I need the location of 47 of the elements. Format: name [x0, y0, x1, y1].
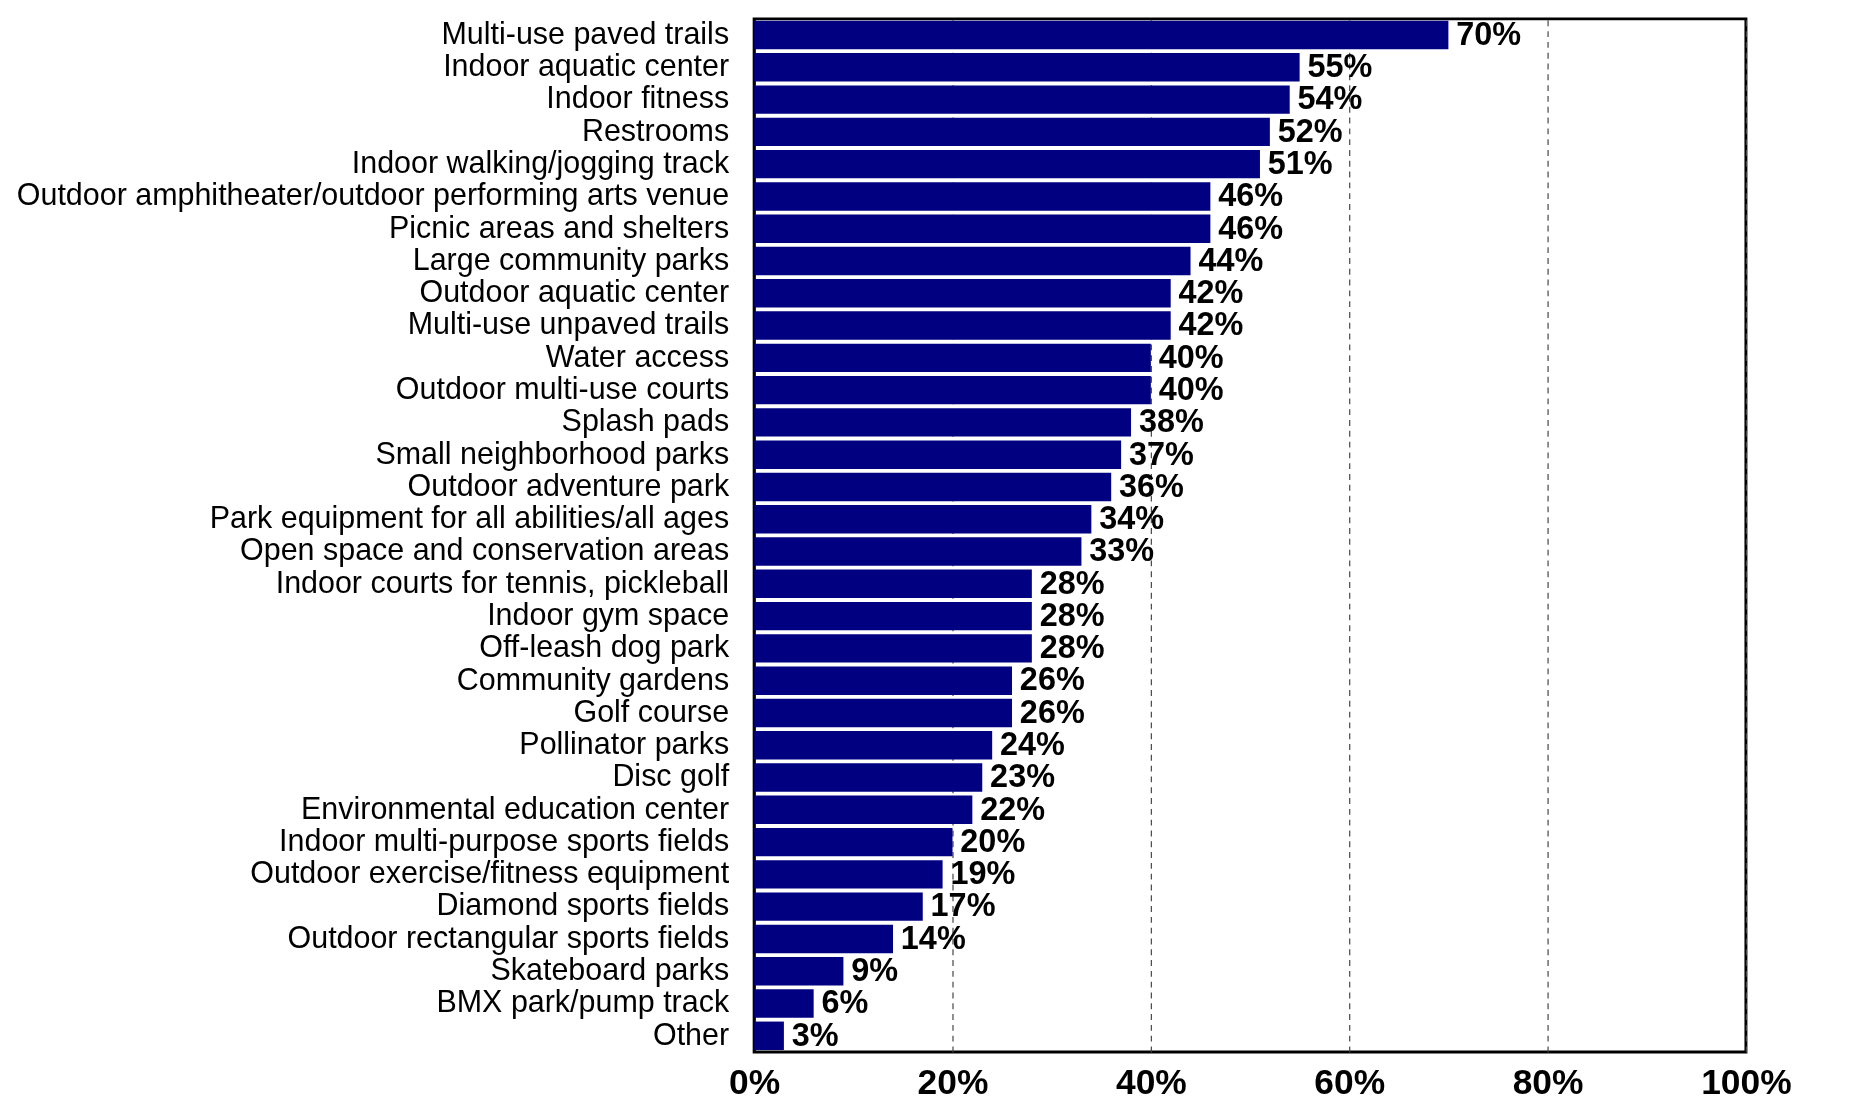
bar	[754, 1021, 784, 1050]
x-tick-label: 80%	[1512, 1061, 1584, 1101]
bar	[754, 924, 893, 954]
bar	[754, 375, 1151, 405]
y-tick-label: Pollinator parks	[519, 726, 730, 762]
bar	[754, 957, 844, 986]
bar	[754, 408, 1132, 437]
bar	[754, 440, 1122, 469]
bar	[754, 20, 1449, 50]
bar	[754, 634, 1032, 663]
bar	[754, 698, 1013, 728]
bar	[754, 505, 1092, 534]
y-tick-label: Outdoor multi-use courts	[395, 370, 730, 405]
y-tick-label: Restrooms	[581, 112, 730, 147]
bar	[754, 472, 1112, 502]
bar	[754, 666, 1013, 695]
x-tick-label: 100%	[1701, 1061, 1792, 1101]
bar	[754, 989, 814, 1018]
bar	[754, 601, 1032, 631]
bar	[754, 731, 993, 760]
data-label: 70%	[1456, 15, 1522, 52]
bar	[754, 827, 953, 857]
bar	[754, 860, 943, 889]
bar	[754, 214, 1211, 243]
x-tick-label: 20%	[917, 1061, 989, 1101]
bar	[754, 569, 1032, 599]
bar	[754, 763, 983, 792]
y-tick-label: Indoor multi-purpose sports fields	[279, 822, 730, 858]
bar	[754, 117, 1270, 147]
y-tick-label: Other	[652, 1016, 730, 1051]
x-tick-label: 40%	[1115, 1061, 1187, 1101]
bar	[754, 279, 1171, 308]
bar	[754, 343, 1151, 373]
bar	[754, 892, 923, 921]
x-tick-label: 60%	[1314, 1061, 1386, 1101]
y-tick-label: Splash pads	[561, 403, 730, 439]
bar	[754, 149, 1260, 179]
y-tick-label: Large community parks	[412, 241, 730, 277]
bar	[754, 537, 1082, 566]
bar	[754, 182, 1211, 211]
y-tick-label: Multi-use paved trails	[441, 15, 730, 51]
bar	[754, 311, 1171, 340]
bar	[754, 85, 1290, 114]
x-tick-label: 0%	[729, 1061, 781, 1101]
bar	[754, 246, 1191, 276]
bar	[754, 53, 1300, 82]
bar	[754, 795, 973, 825]
